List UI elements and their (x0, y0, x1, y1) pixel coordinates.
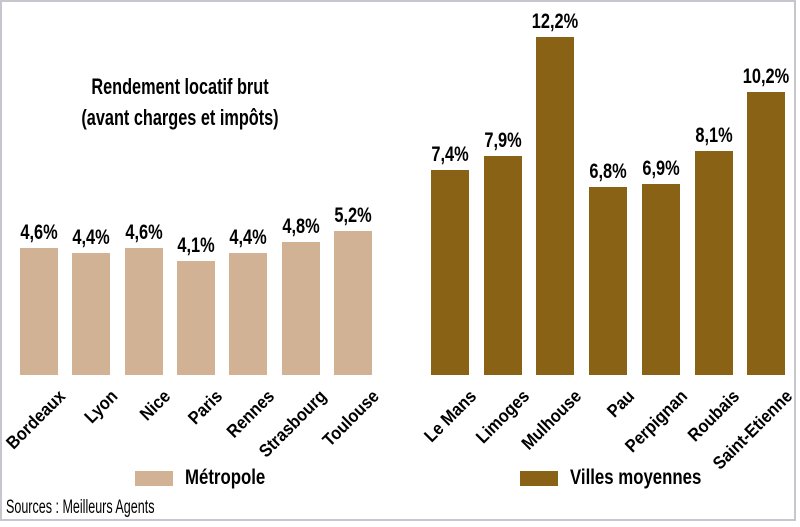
bar-value-le-mans: 7,4% (431, 143, 469, 166)
bar-strasbourg (281, 242, 320, 375)
bar-value-strasbourg: 4,8% (281, 215, 320, 238)
legend-item-metropole: Métropole (135, 466, 285, 490)
legend-metropole-label: Métropole (185, 466, 266, 489)
bar-value-mulhouse: 12,2% (532, 10, 579, 33)
bar-category-pau: Pau (603, 386, 639, 422)
bar-lyon (72, 253, 111, 375)
bar-toulouse (333, 231, 372, 375)
bar-value-rennes: 4,4% (229, 226, 267, 249)
bar-category-le-mans: Le Mans (420, 386, 481, 446)
bar-value-lyon: 4,4% (72, 226, 110, 249)
source-credit: Sources : Meilleurs Agents (6, 497, 155, 518)
bar-value-perpignan: 6,9% (642, 157, 680, 180)
bar-value-paris: 4,1% (177, 234, 215, 257)
bar-value-roubais: 8,1% (694, 124, 733, 147)
villes-moyennes-color-swatch (520, 470, 558, 486)
legend-item-villes-moyennes: Villes moyennes (520, 466, 734, 490)
bar-value-pau: 6,8% (589, 160, 627, 183)
bar-mulhouse (536, 37, 575, 375)
bar-category-lyon: Lyon (80, 386, 122, 428)
bar-rennes (229, 253, 268, 375)
bar-paris (176, 261, 215, 375)
bar-limoges (483, 156, 522, 375)
bar-saint-etienne (747, 92, 786, 375)
bar-nice (124, 248, 163, 375)
bar-bordeaux (20, 248, 58, 375)
bar-category-nice: Nice (135, 386, 174, 425)
bar-value-toulouse: 5,2% (334, 204, 372, 227)
bar-le-mans (431, 170, 469, 375)
bar-value-nice: 4,6% (124, 221, 163, 244)
bar-value-bordeaux: 4,6% (20, 221, 58, 244)
bar-roubais (694, 151, 733, 375)
bar-perpignan (641, 184, 680, 375)
chart-title-line1: Rendement locatif brut (91, 74, 269, 99)
chart-title-line2: (avant charges et impôts) (81, 105, 279, 130)
bar-category-bordeaux: Bordeaux (2, 386, 70, 453)
bar-value-saint-etienne: 10,2% (742, 65, 790, 88)
chart-title: Rendement locatif brut (avant charges et… (65, 71, 294, 133)
legend-villes-moyennes-label: Villes moyennes (570, 466, 702, 489)
bar-value-limoges: 7,9% (484, 129, 522, 152)
bar-category-toulouse: Toulouse (318, 386, 383, 451)
bar-category-paris: Paris (183, 386, 227, 429)
metropole-color-swatch (135, 470, 173, 486)
bar-pau (589, 187, 628, 375)
